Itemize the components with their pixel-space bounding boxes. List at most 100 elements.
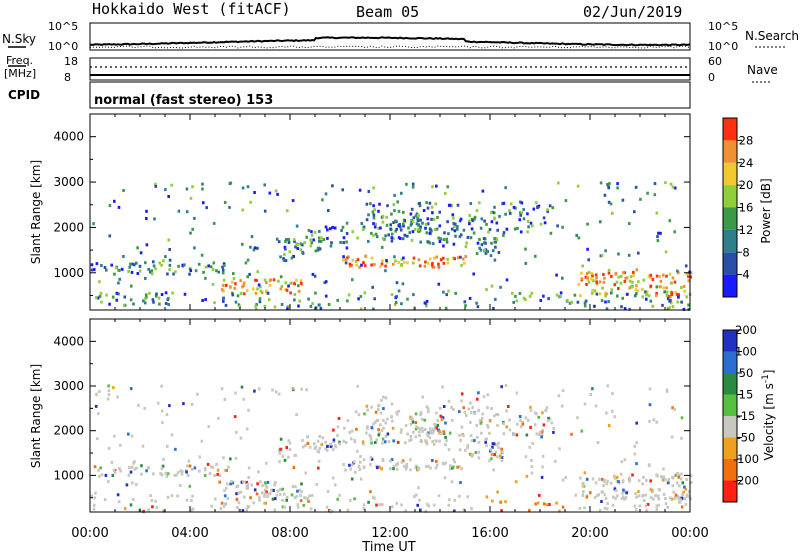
data-cell <box>365 202 369 206</box>
data-cell <box>377 209 380 213</box>
data-cell <box>616 182 619 186</box>
data-cell <box>285 288 289 292</box>
data-cell <box>493 237 496 240</box>
data-cell <box>656 494 660 498</box>
data-cell <box>181 470 184 473</box>
data-cell <box>502 231 506 235</box>
data-cell <box>358 188 362 192</box>
data-cell <box>574 493 578 497</box>
data-cell <box>458 494 461 498</box>
data-cell <box>496 228 499 232</box>
data-cell <box>92 507 96 511</box>
data-cell <box>602 484 605 488</box>
data-cell <box>90 263 94 267</box>
data-cell <box>538 433 541 437</box>
data-cell <box>129 503 133 507</box>
data-cell <box>416 217 419 221</box>
data-cell <box>649 488 653 492</box>
data-cell <box>425 231 429 235</box>
data-cell <box>371 285 374 289</box>
data-cell <box>271 388 274 392</box>
data-cell <box>161 464 165 468</box>
data-cell <box>336 425 340 429</box>
data-cell <box>278 488 282 492</box>
data-cell <box>261 491 264 495</box>
data-cell <box>439 414 443 418</box>
data-cell <box>535 432 539 436</box>
data-cell <box>123 304 126 308</box>
data-cell <box>380 245 384 249</box>
data-cell <box>313 274 317 278</box>
data-cell <box>459 233 463 237</box>
data-cell <box>246 258 250 262</box>
data-cell <box>482 237 486 241</box>
data-cell <box>491 499 494 503</box>
data-cell <box>279 437 283 441</box>
data-cell <box>635 268 638 272</box>
data-cell <box>525 474 529 478</box>
data-cell <box>568 301 572 305</box>
data-cell <box>411 220 415 224</box>
data-cell <box>293 282 296 286</box>
data-cell <box>605 482 609 486</box>
data-cell <box>473 217 476 221</box>
data-cell <box>239 291 243 295</box>
data-cell <box>290 493 294 497</box>
data-cell <box>299 248 303 252</box>
data-cell <box>519 211 522 215</box>
data-cell <box>369 490 372 494</box>
data-cell <box>657 503 660 507</box>
data-cell <box>373 208 376 212</box>
data-cell <box>445 293 448 297</box>
data-cell <box>318 446 321 450</box>
data-cell <box>386 417 389 421</box>
data-cell <box>287 241 291 244</box>
data-cell <box>114 266 118 270</box>
power-cells <box>90 181 693 311</box>
data-cell <box>395 227 398 231</box>
data-cell <box>468 222 471 226</box>
data-cell <box>264 290 268 294</box>
data-cell <box>188 272 191 276</box>
data-cell <box>526 230 529 234</box>
data-cell <box>93 268 96 272</box>
data-cell <box>477 450 481 454</box>
data-cell <box>459 481 462 485</box>
data-cell <box>604 496 608 500</box>
data-cell <box>502 233 505 237</box>
data-cell <box>537 415 540 419</box>
data-cell <box>292 255 295 258</box>
data-cell <box>596 494 599 497</box>
data-cell <box>473 215 477 219</box>
colorbar-swatch <box>723 416 737 438</box>
data-cell <box>178 484 182 487</box>
data-cell <box>689 271 693 275</box>
data-cell <box>485 288 488 291</box>
data-cell <box>451 418 454 422</box>
data-cell <box>310 233 314 237</box>
data-cell <box>633 504 637 508</box>
data-cell <box>253 389 256 393</box>
data-cell <box>399 237 402 240</box>
data-cell <box>653 193 657 197</box>
data-cell <box>590 277 593 281</box>
data-cell <box>154 182 157 186</box>
data-cell <box>667 481 670 485</box>
data-cell <box>372 307 375 311</box>
data-cell <box>455 227 459 231</box>
data-cell <box>476 305 480 309</box>
data-cell <box>274 497 277 501</box>
data-cell <box>361 228 365 231</box>
data-cell <box>674 290 677 294</box>
data-cell <box>116 395 119 399</box>
data-cell <box>538 493 541 497</box>
data-cell <box>353 438 356 442</box>
data-cell <box>450 406 453 409</box>
data-cell <box>394 301 398 304</box>
data-cell <box>648 387 652 391</box>
data-cell <box>290 256 294 260</box>
data-cell <box>285 498 288 502</box>
data-cell <box>96 296 100 300</box>
data-cell <box>491 249 495 253</box>
data-cell <box>469 420 472 424</box>
